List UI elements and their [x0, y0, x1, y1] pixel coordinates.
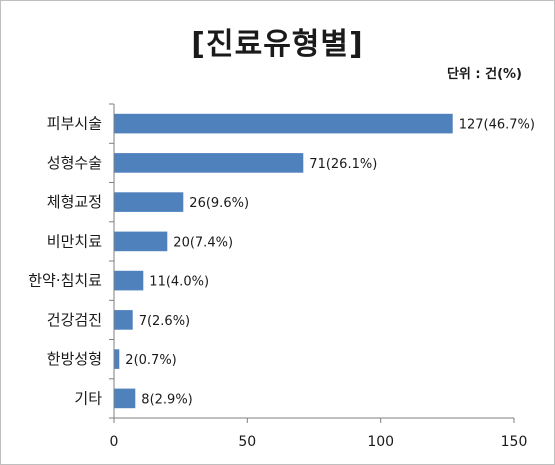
x-tick-label: 100 [367, 434, 394, 450]
category-label: 체형교정 [47, 193, 102, 211]
x-tick-label: 0 [110, 434, 119, 450]
bar [114, 388, 136, 409]
bar [114, 310, 133, 330]
data-label: 26(9.6%) [189, 196, 249, 211]
category-label: 비만치료 [47, 232, 102, 250]
category-label: 기타 [74, 389, 102, 407]
bar [114, 270, 144, 291]
category-label: 건강검진 [47, 311, 102, 329]
data-label: 71(26.1%) [309, 157, 377, 172]
category-label: 한방성형 [47, 350, 102, 368]
x-tick-label: 50 [238, 434, 256, 450]
unit-label: 단위 : 건(%) [446, 67, 522, 82]
bar [114, 231, 168, 252]
category-label: 한약·침치료 [28, 272, 102, 290]
data-label: 127(46.7%) [459, 118, 535, 133]
data-label: 11(4.0%) [149, 275, 209, 290]
category-label: 성형수술 [47, 154, 102, 172]
chart-title: [진료유형별] [191, 27, 364, 62]
bar [114, 153, 304, 173]
data-label: 8(2.9%) [141, 392, 192, 407]
category-label: 피부시술 [47, 115, 102, 133]
x-tick-label: 150 [501, 434, 528, 450]
data-label: 2(0.7%) [125, 353, 176, 368]
bar [114, 192, 184, 212]
bar [114, 113, 453, 134]
bar [114, 349, 120, 369]
data-label: 7(2.6%) [139, 314, 190, 329]
data-label: 20(7.4%) [173, 235, 233, 250]
